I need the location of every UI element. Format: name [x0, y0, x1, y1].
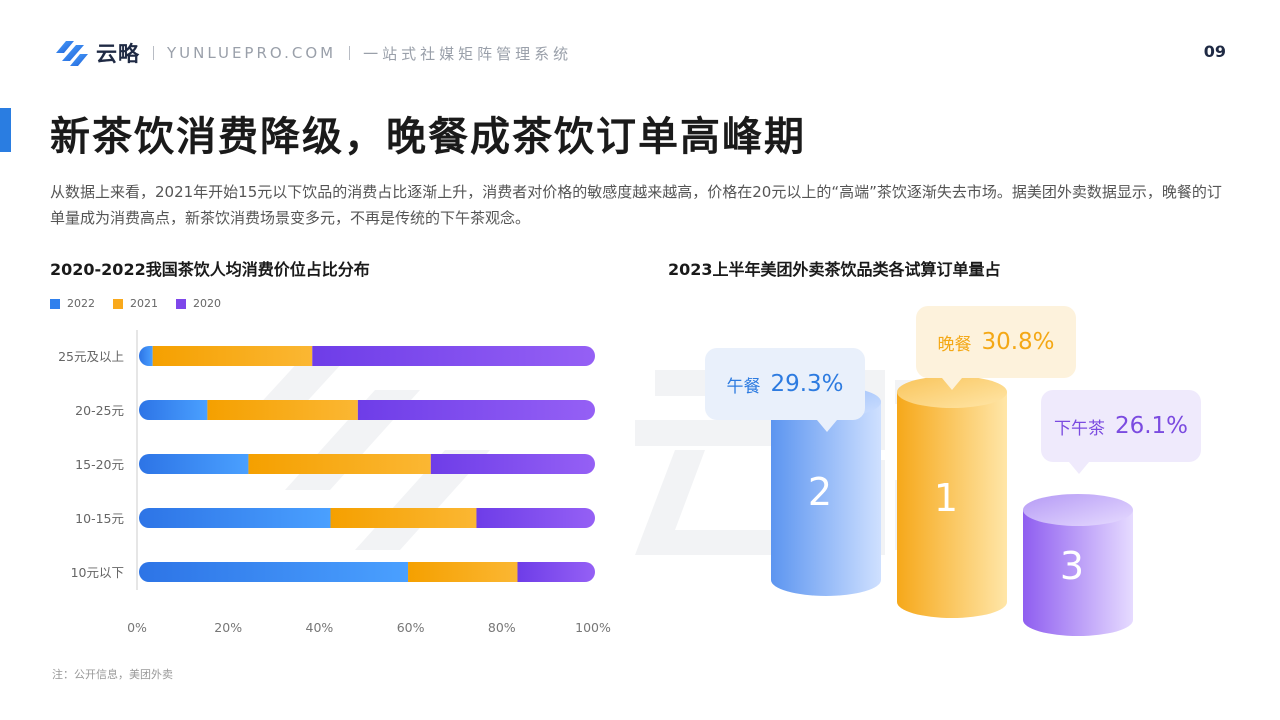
bar-segment-2020 [517, 562, 595, 582]
bar-chart-title: 2020-2022我国茶饮人均消费价位占比分布 [50, 260, 370, 279]
callout-label: 晚餐 [937, 334, 972, 355]
page-title: 新茶饮消费降级，晚餐成茶饮订单高峰期 [50, 114, 806, 160]
bar-segment-2022 [139, 454, 249, 474]
bar-segment-2022 [139, 400, 208, 420]
legend-swatch [176, 298, 186, 309]
callout-pointer [817, 420, 837, 432]
brand-domain: YUNLUEPRO.COM [167, 44, 337, 62]
footnote: 注：公开信息，美团外卖 [52, 668, 173, 681]
logo-icon [56, 41, 88, 66]
x-tick-label: 60% [397, 620, 425, 635]
rank-label: 2 [808, 470, 832, 514]
callout-lunch: 午餐 29.3% [705, 348, 865, 432]
legend-item: 2022 [50, 297, 95, 310]
chart-legend: 2022 2021 2020 [50, 297, 221, 310]
category-label: 25元及以上 [58, 349, 124, 364]
cylinder-body [771, 401, 881, 596]
legend-swatch [113, 298, 123, 309]
callout-value: 26.1% [1114, 413, 1189, 439]
header-divider [153, 46, 154, 60]
legend-label: 2022 [67, 297, 95, 310]
title-accent-bar [0, 108, 11, 152]
bar-segment-2021 [248, 454, 431, 474]
brand-tagline: 一站式社媒矩阵管理系统 [363, 44, 573, 63]
callout-dinner: 晚餐 30.8% [916, 306, 1076, 390]
brand-name: 云略 [96, 42, 140, 66]
callout-label: 下午茶 [1053, 418, 1105, 439]
x-tick-label: 100% [575, 620, 611, 635]
cylinder-chart-title: 2023上半年美团外卖茶饮品类各试算订单量占 [668, 260, 1001, 279]
callout-afternoon-tea: 下午茶 26.1% [1041, 390, 1201, 474]
cylinder-下午茶: 3 [1023, 494, 1133, 636]
cylinder-top [1023, 494, 1133, 526]
callout-pointer [1069, 462, 1089, 474]
category-label: 10元以下 [71, 565, 124, 580]
x-tick-label: 80% [488, 620, 516, 635]
bar-row [139, 508, 595, 528]
bar-row [139, 400, 595, 420]
legend-item: 2020 [176, 297, 221, 310]
bar-segment-2021 [152, 346, 313, 366]
bar-segment-2022 [139, 346, 153, 366]
x-tick-label: 20% [214, 620, 242, 635]
callout-value: 29.3% [770, 371, 844, 397]
header: 云略 YUNLUEPRO.COM 一站式社媒矩阵管理系统 [54, 38, 572, 68]
page-number: 09 [1203, 42, 1226, 61]
page-description: 从数据上来看，2021年开始15元以下饮品的消费占比逐渐上升，消费者对价格的敏感… [50, 183, 1222, 227]
cylinder-晚餐: 1 [897, 376, 1007, 618]
callout-pointer [942, 378, 962, 390]
header-divider [349, 46, 351, 60]
bar-segment-2020 [312, 346, 595, 366]
bar-segment-2022 [139, 562, 409, 582]
bar-row [139, 346, 595, 366]
x-tick-label: 40% [306, 620, 334, 635]
rank-label: 3 [1060, 544, 1084, 588]
bar-segment-2020 [430, 454, 595, 474]
bar-segment-2020 [476, 508, 595, 528]
stacked-bar-chart: 25元及以上 20-25元 15-20元 10-15元 10元以下 0% 20% 40% 60%… [58, 330, 611, 635]
bar-row [139, 562, 595, 582]
legend-swatch [50, 298, 60, 309]
category-label: 15-20元 [75, 457, 124, 472]
bar-segment-2021 [408, 562, 518, 582]
category-label: 20-25元 [75, 403, 124, 418]
legend-label: 2020 [193, 297, 221, 310]
x-tick-label: 0% [127, 620, 147, 635]
category-label: 10-15元 [75, 511, 124, 526]
bar-segment-2021 [207, 400, 358, 420]
bar-segment-2020 [357, 400, 595, 420]
bar-row [139, 454, 595, 474]
legend-label: 2021 [130, 297, 158, 310]
callout-label: 午餐 [726, 376, 761, 397]
bar-segment-2021 [330, 508, 477, 528]
bar-segment-2022 [139, 508, 331, 528]
callout-value: 30.8% [981, 329, 1055, 355]
cylinder-body [1023, 510, 1133, 636]
cylinder-body [897, 392, 1007, 618]
cylinder-top [897, 376, 1007, 408]
rank-label: 1 [934, 476, 958, 520]
legend-item: 2021 [113, 297, 158, 310]
